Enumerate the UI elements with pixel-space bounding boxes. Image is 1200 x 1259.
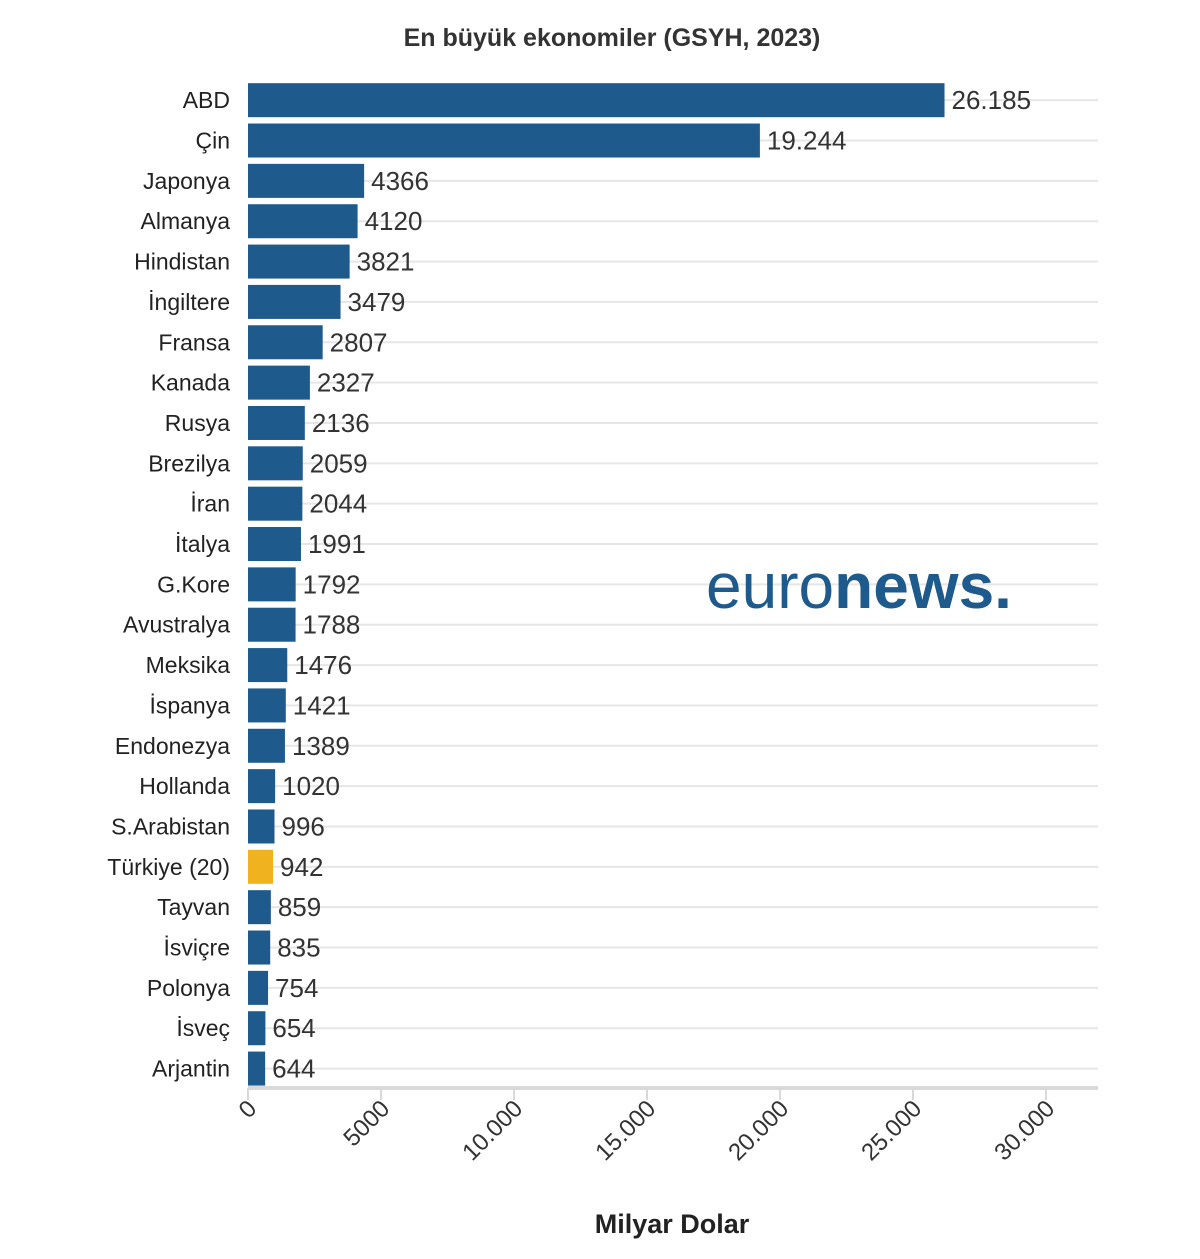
logo-text-euro: euro bbox=[706, 550, 834, 622]
category-label: Türkiye (20) bbox=[107, 854, 230, 880]
value-label: 1389 bbox=[292, 731, 350, 761]
category-label: Hollanda bbox=[139, 773, 230, 799]
bar bbox=[248, 83, 945, 118]
category-label: Almanya bbox=[141, 208, 231, 234]
bar bbox=[248, 123, 760, 158]
x-tick-label: 25.000 bbox=[856, 1095, 927, 1166]
x-tick-label: 30.000 bbox=[989, 1095, 1060, 1166]
bar bbox=[248, 648, 288, 683]
category-label: Rusya bbox=[165, 410, 230, 436]
bar bbox=[248, 204, 358, 239]
x-tick-label: 10.000 bbox=[457, 1095, 528, 1166]
value-label: 654 bbox=[272, 1013, 315, 1043]
value-label: 942 bbox=[280, 852, 323, 882]
bar bbox=[248, 365, 310, 400]
category-label: Fransa bbox=[158, 329, 230, 355]
category-label: İsveç bbox=[176, 1015, 230, 1041]
category-label: Polonya bbox=[147, 975, 230, 1001]
bars-layer bbox=[248, 83, 945, 1086]
category-label: Hindistan bbox=[134, 249, 230, 275]
bar bbox=[248, 163, 365, 198]
value-label: 644 bbox=[272, 1054, 315, 1084]
bar bbox=[248, 446, 303, 481]
logo-dot: . bbox=[994, 550, 1012, 622]
category-label: İsviçre bbox=[164, 935, 230, 961]
grid-layer bbox=[248, 99, 1098, 1070]
bar bbox=[248, 688, 286, 723]
value-label: 754 bbox=[275, 973, 318, 1003]
bar bbox=[248, 728, 285, 763]
bar bbox=[248, 607, 296, 642]
bar bbox=[248, 325, 323, 360]
value-label: 1792 bbox=[303, 569, 361, 599]
category-label: Çin bbox=[195, 128, 230, 154]
value-label: 2059 bbox=[310, 448, 368, 478]
category-label: S.Arabistan bbox=[111, 813, 230, 839]
bar bbox=[248, 244, 350, 279]
value-label: 3821 bbox=[357, 247, 415, 277]
bar bbox=[248, 930, 271, 965]
value-label: 1788 bbox=[303, 610, 361, 640]
bar bbox=[248, 527, 301, 562]
category-label: İran bbox=[190, 491, 230, 517]
value-label: 2136 bbox=[312, 408, 370, 438]
bar bbox=[248, 809, 275, 844]
x-tick-label: 5000 bbox=[338, 1095, 395, 1152]
value-label: 4366 bbox=[371, 166, 429, 196]
value-label: 2807 bbox=[330, 327, 388, 357]
chart-title: En büyük ekonomiler (GSYH, 2023) bbox=[404, 24, 821, 52]
value-label: 2044 bbox=[309, 489, 367, 519]
category-label: Brezilya bbox=[148, 450, 230, 476]
logo-text-news: news bbox=[834, 550, 994, 622]
bar bbox=[248, 284, 341, 319]
bar bbox=[248, 970, 269, 1005]
value-label: 835 bbox=[277, 933, 320, 963]
value-label: 26.185 bbox=[952, 85, 1032, 115]
category-label: Meksika bbox=[146, 652, 231, 678]
category-label: Arjantin bbox=[152, 1056, 230, 1082]
value-label: 2327 bbox=[317, 368, 375, 398]
category-label: Avustralya bbox=[123, 612, 230, 638]
category-label: Endonezya bbox=[115, 733, 230, 759]
category-label: İtalya bbox=[175, 531, 230, 557]
bar bbox=[248, 486, 303, 521]
bar bbox=[248, 849, 274, 884]
category-label: Japonya bbox=[143, 168, 230, 194]
category-label: G.Kore bbox=[157, 571, 230, 597]
category-labels: ABD Çin Japonya Almanya Hindistan İngiltere Fr… bbox=[107, 87, 230, 1081]
value-label: 1476 bbox=[294, 650, 352, 680]
svg-text:euronews.: euronews. bbox=[706, 550, 1012, 622]
value-label: 1991 bbox=[308, 529, 366, 559]
value-label: 1421 bbox=[293, 690, 351, 720]
category-label: Tayvan bbox=[157, 894, 230, 920]
value-label: 1020 bbox=[282, 771, 340, 801]
value-label: 4120 bbox=[365, 206, 423, 236]
bar bbox=[248, 1011, 266, 1046]
x-tick-label: 15.000 bbox=[590, 1095, 661, 1166]
x-tick-label: 20.000 bbox=[723, 1095, 794, 1166]
category-label: İngiltere bbox=[148, 289, 230, 315]
bar bbox=[248, 567, 296, 602]
x-axis: 0 5000 10.000 15.000 20.000 25.000 30.000 bbox=[234, 1086, 1098, 1166]
value-labels: 26.185 19.244 4366 4120 3821 3479 2807 2327 2136… bbox=[272, 85, 1031, 1083]
euronews-logo: euronews. bbox=[706, 550, 1012, 622]
x-axis-title: Milyar Dolar bbox=[595, 1209, 750, 1239]
value-label: 996 bbox=[281, 811, 324, 841]
bar bbox=[248, 1051, 266, 1086]
bar bbox=[248, 769, 276, 804]
value-label: 859 bbox=[278, 892, 321, 922]
category-label: Kanada bbox=[151, 370, 231, 396]
bar bbox=[248, 890, 271, 925]
value-label: 3479 bbox=[348, 287, 406, 317]
category-label: ABD bbox=[183, 87, 230, 113]
value-label: 19.244 bbox=[767, 126, 847, 156]
bar bbox=[248, 405, 305, 440]
category-label: İspanya bbox=[149, 692, 230, 718]
